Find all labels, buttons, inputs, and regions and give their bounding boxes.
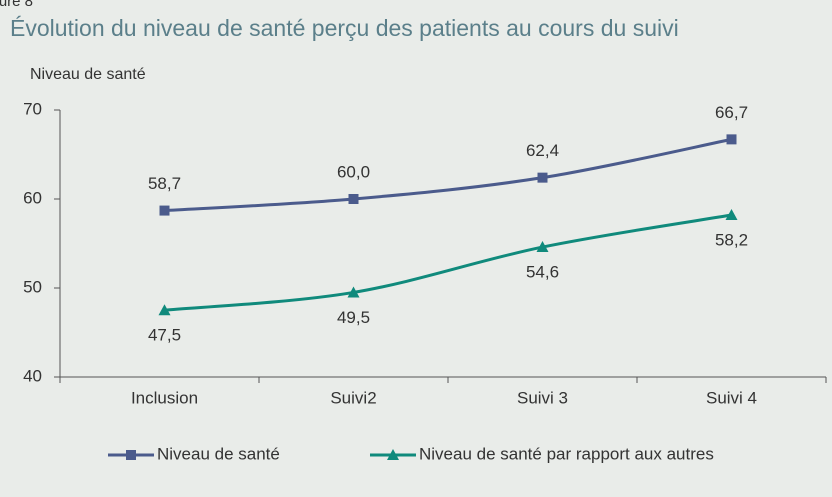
- y-axis-label: Niveau de santé: [30, 66, 146, 83]
- x-tick-label: Suivi 3: [517, 388, 568, 407]
- chart-title: Évolution du niveau de santé perçu des p…: [10, 15, 679, 41]
- y-tick-label: 70: [23, 99, 42, 118]
- data-label: 66,7: [715, 103, 748, 122]
- data-label: 60,0: [337, 162, 370, 181]
- y-tick-label: 40: [23, 366, 42, 385]
- series-line: [164, 213, 732, 312]
- data-point: [725, 209, 738, 221]
- data-point: [347, 286, 360, 298]
- legend-marker: [387, 449, 399, 460]
- data-label: 54,6: [526, 263, 559, 282]
- x-tick-label: Suivi 4: [706, 388, 757, 407]
- data-point: [726, 134, 737, 145]
- data-point: [159, 205, 170, 216]
- legend-label: Niveau de santé: [157, 444, 280, 463]
- x-tick-label: Inclusion: [131, 388, 198, 407]
- legend-marker: [126, 450, 136, 460]
- data-point: [348, 194, 359, 204]
- data-label: 62,4: [526, 141, 559, 160]
- legend-label: Niveau de santé par rapport aux autres: [419, 444, 714, 463]
- x-tick-label: Suivi2: [330, 388, 376, 407]
- data-point: [537, 172, 548, 183]
- y-tick-label: 60: [23, 188, 42, 207]
- data-point: [158, 304, 171, 316]
- figure-label: Figure 8: [0, 0, 33, 10]
- series-line: [164, 137, 732, 213]
- data-label: 47,5: [148, 326, 181, 345]
- data-label: 49,5: [337, 308, 370, 327]
- y-tick-label: 50: [23, 277, 42, 296]
- data-label: 58,2: [715, 231, 748, 250]
- data-label: 58,7: [148, 174, 181, 193]
- data-point: [536, 241, 549, 253]
